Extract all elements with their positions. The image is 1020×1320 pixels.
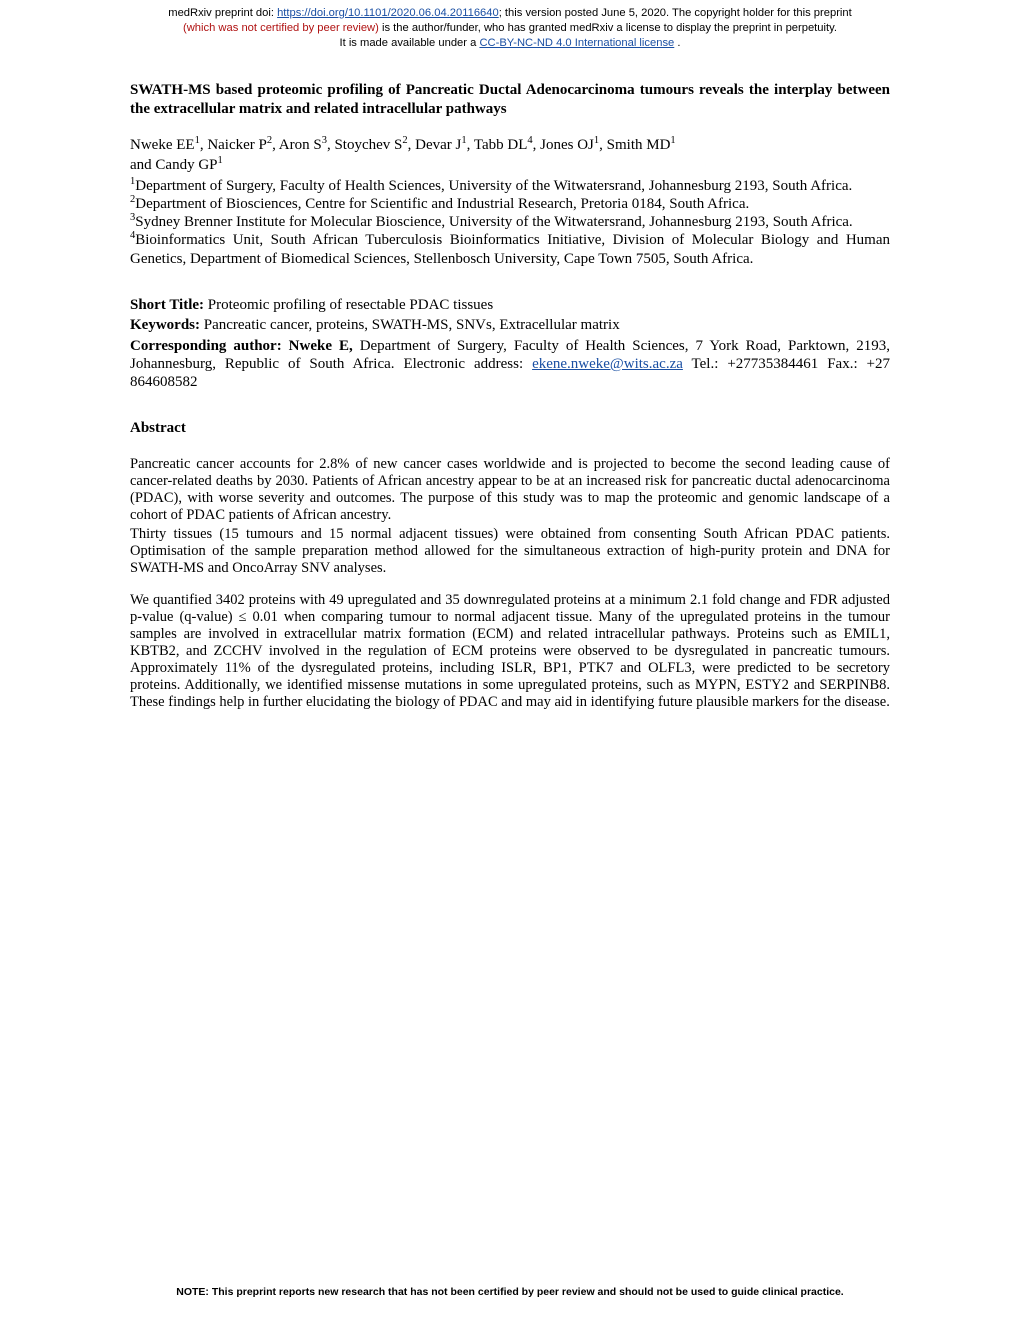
corresponding-author: Corresponding author: Nweke E, Departmen… bbox=[130, 337, 890, 392]
cc-license-link[interactable]: CC-BY-NC-ND 4.0 International license bbox=[479, 37, 674, 49]
paper-title: SWATH-MS based proteomic profiling of Pa… bbox=[130, 81, 890, 118]
corr-label: Corresponding author: Nweke E, bbox=[130, 338, 360, 354]
affiliation-2: 2Department of Biosciences, Centre for S… bbox=[130, 195, 890, 213]
spacer bbox=[130, 268, 890, 294]
abstract-p3: We quantified 3402 proteins with 49 upre… bbox=[130, 592, 890, 712]
preprint-banner: medRxiv preprint doi: https://doi.org/10… bbox=[0, 0, 1020, 53]
abstract-heading: Abstract bbox=[130, 419, 890, 437]
keywords-line: Keywords: Pancreatic cancer, proteins, S… bbox=[130, 316, 890, 334]
keywords-value: Pancreatic cancer, proteins, SWATH-MS, S… bbox=[204, 317, 620, 333]
spacer bbox=[130, 438, 890, 456]
banner-line1-suffix: ; this version posted June 5, 2020. The … bbox=[499, 7, 852, 19]
author-tabb: , Tabb DL bbox=[467, 137, 528, 153]
affiliation-1: 1Department of Surgery, Faculty of Healt… bbox=[130, 177, 890, 195]
author-list: Nweke EE1, Naicker P2, Aron S3, Stoychev… bbox=[130, 136, 890, 154]
author-list-line2: and Candy GP1 bbox=[130, 156, 890, 174]
author-naicker: , Naicker P bbox=[200, 137, 267, 153]
content: SWATH-MS based proteomic profiling of Pa… bbox=[0, 53, 1020, 711]
author-jones: , Jones OJ bbox=[533, 137, 594, 153]
short-title-value: Proteomic profiling of resectable PDAC t… bbox=[208, 297, 493, 313]
banner-line2-suffix: is the author/funder, who has granted me… bbox=[382, 22, 837, 34]
keywords-label: Keywords: bbox=[130, 317, 204, 333]
author-nweke: Nweke EE bbox=[130, 137, 195, 153]
author-candy: and Candy GP bbox=[130, 157, 218, 173]
banner-line3-suffix: . bbox=[674, 37, 680, 49]
abstract-body: Pancreatic cancer accounts for 2.8% of n… bbox=[130, 456, 890, 712]
affil-sup: 1 bbox=[218, 155, 223, 166]
short-title-line: Short Title: Proteomic profiling of rese… bbox=[130, 296, 890, 314]
doi-link[interactable]: https://doi.org/10.1101/2020.06.04.20116… bbox=[277, 7, 499, 19]
abstract-p1: Pancreatic cancer accounts for 2.8% of n… bbox=[130, 456, 890, 524]
corr-email-link[interactable]: ekene.nweke@wits.ac.za bbox=[532, 356, 683, 372]
author-smith: , Smith MD bbox=[599, 137, 670, 153]
footer-note: NOTE: This preprint reports new research… bbox=[0, 1286, 1020, 1298]
affiliation-4: 4Bioinformatics Unit, South African Tube… bbox=[130, 231, 890, 268]
spacer bbox=[130, 391, 890, 417]
page: medRxiv preprint doi: https://doi.org/10… bbox=[0, 0, 1020, 1320]
affil-4-text: Bioinformatics Unit, South African Tuber… bbox=[130, 232, 890, 266]
abstract-p2: Thirty tissues (15 tumours and 15 normal… bbox=[130, 526, 890, 577]
affil-3-text: Sydney Brenner Institute for Molecular B… bbox=[135, 214, 852, 230]
banner-line-2: (which was not certified by peer review)… bbox=[40, 21, 980, 36]
banner-line-1: medRxiv preprint doi: https://doi.org/10… bbox=[40, 6, 980, 21]
author-stoychev: , Stoychev S bbox=[327, 137, 402, 153]
affil-2-text: Department of Biosciences, Centre for Sc… bbox=[135, 196, 749, 212]
short-title-label: Short Title: bbox=[130, 297, 208, 313]
author-aron: , Aron S bbox=[272, 137, 322, 153]
banner-prefix: medRxiv preprint doi: bbox=[168, 7, 277, 19]
affil-sup: 1 bbox=[670, 135, 675, 146]
banner-not-certified: (which was not certified by peer review) bbox=[183, 22, 382, 34]
banner-line-3: It is made available under a CC-BY-NC-ND… bbox=[40, 36, 980, 51]
banner-line3-prefix: It is made available under a bbox=[340, 37, 480, 49]
affil-1-text: Department of Surgery, Faculty of Health… bbox=[135, 178, 852, 194]
author-devar: , Devar J bbox=[408, 137, 462, 153]
affiliation-3: 3Sydney Brenner Institute for Molecular … bbox=[130, 213, 890, 231]
